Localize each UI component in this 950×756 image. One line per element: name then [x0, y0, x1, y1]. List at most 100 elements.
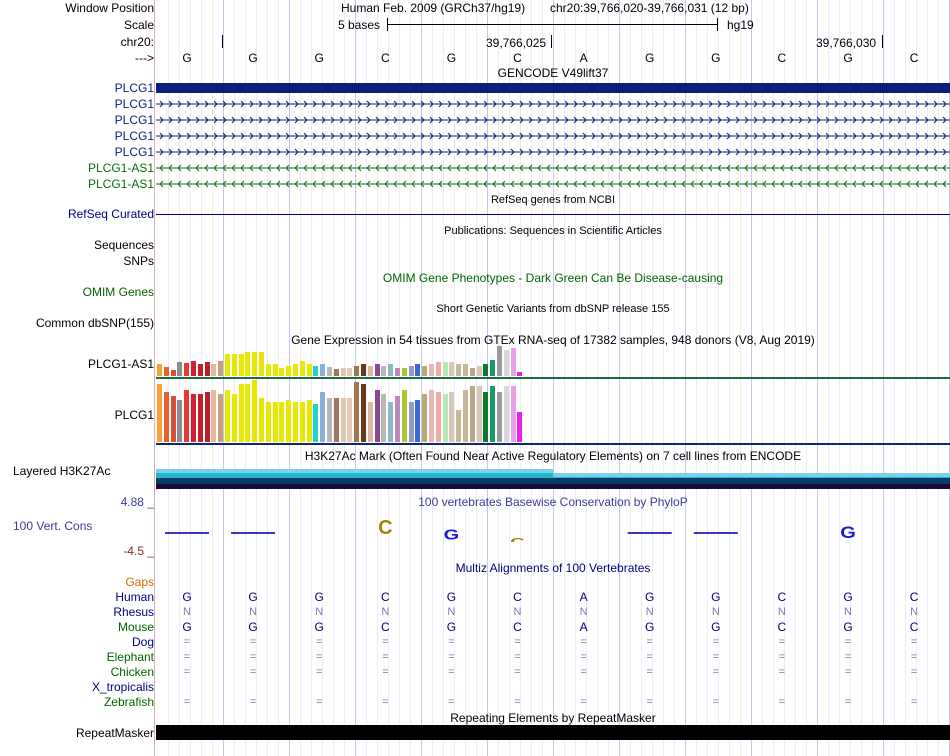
gtex-tissue-bar[interactable] — [347, 368, 353, 376]
repeatmasker-element[interactable] — [156, 725, 950, 740]
gtex-tissue-bar[interactable] — [197, 364, 203, 376]
gtex-tissue-bar[interactable] — [442, 394, 448, 442]
gtex-tissue-bar[interactable] — [286, 366, 292, 376]
multiz-species-label[interactable]: X_tropicalis — [91, 680, 154, 694]
gtex-tissue-bar[interactable] — [340, 398, 346, 442]
gtex-tissue-bar[interactable] — [218, 394, 224, 442]
dbsnp-track-label[interactable]: Common dbSNP(155) — [35, 316, 154, 330]
gtex-tissue-bar[interactable] — [204, 392, 210, 442]
gtex-tissue-bar[interactable] — [259, 352, 264, 376]
gtex-tissue-bar[interactable] — [415, 364, 421, 376]
gtex-tissue-bar[interactable] — [408, 366, 414, 376]
gtex-tissue-bar[interactable] — [327, 398, 332, 442]
gtex-tissue-bar[interactable] — [490, 360, 496, 376]
gtex-tissue-bar[interactable] — [395, 396, 400, 442]
gencode-intron-line[interactable] — [156, 131, 950, 141]
gencode-intron-line[interactable] — [156, 99, 950, 109]
gtex-tissue-bar[interactable] — [361, 364, 366, 376]
gtex-tissue-bar[interactable] — [238, 384, 244, 442]
gtex-tissue-bar[interactable] — [449, 362, 455, 376]
gtex-tissue-bar[interactable] — [422, 366, 428, 376]
gtex-tissue-bar[interactable] — [231, 354, 237, 376]
gtex-tissue-bar[interactable] — [333, 369, 339, 376]
gtex-tissue-bar[interactable] — [408, 402, 414, 442]
gtex-tissue-bar[interactable] — [279, 402, 285, 442]
gtex-tissue-bar[interactable] — [517, 372, 523, 376]
multiz-species-label[interactable]: Dog — [131, 635, 154, 649]
refseq-track-label[interactable]: RefSeq Curated — [67, 207, 154, 221]
repeatmasker-track-label[interactable]: RepeatMasker — [75, 726, 154, 740]
conservation-track-label[interactable]: 100 Vert. Cons — [13, 519, 93, 533]
gtex-tissue-bar[interactable] — [225, 354, 230, 376]
gtex-tissue-bar[interactable] — [429, 364, 434, 376]
gtex-tissue-bar[interactable] — [503, 350, 509, 376]
gtex-tissue-bar[interactable] — [272, 364, 278, 376]
gtex-tissue-bar[interactable] — [401, 390, 407, 442]
gtex-tissue-bar[interactable] — [279, 368, 285, 376]
gtex-tissue-bar[interactable] — [204, 362, 210, 376]
gtex-tissue-bar[interactable] — [286, 400, 292, 442]
gtex-tissue-bar[interactable] — [347, 398, 353, 442]
gtex-tissue-bar[interactable] — [157, 364, 162, 376]
multiz-species-label[interactable]: Mouse — [117, 620, 154, 634]
gtex-tissue-bar[interactable] — [170, 396, 176, 442]
gtex-tissue-bar[interactable] — [265, 402, 271, 442]
gtex-tissue-bar[interactable] — [435, 362, 441, 376]
gtex-tissue-bar[interactable] — [422, 394, 428, 442]
refseq-line[interactable] — [156, 214, 950, 215]
gtex-tissue-bar[interactable] — [184, 390, 190, 442]
gtex-tissue-bar[interactable] — [231, 394, 237, 442]
gtex-tissue-bar[interactable] — [367, 366, 373, 376]
gtex-tissue-bar[interactable] — [163, 367, 169, 376]
gtex-tissue-bar[interactable] — [259, 398, 264, 442]
gtex-tissue-bar[interactable] — [476, 366, 482, 376]
gtex-tissue-bar[interactable] — [510, 386, 516, 442]
gtex-tissue-bar[interactable] — [293, 364, 298, 376]
gtex-tissue-bar[interactable] — [333, 398, 339, 442]
gtex-tissue-bar[interactable] — [306, 400, 312, 442]
gtex-tissue-bar[interactable] — [469, 386, 475, 442]
gtex-gene-label-1[interactable]: PLCG1-AS1 — [87, 357, 154, 371]
gtex-tissue-bar[interactable] — [211, 364, 217, 376]
gtex-tissue-bar[interactable] — [381, 366, 387, 376]
gtex-tissue-bar[interactable] — [483, 364, 489, 376]
gtex-tissue-bar[interactable] — [225, 390, 230, 442]
gencode-gene-label[interactable]: PLCG1 — [114, 81, 154, 95]
gtex-tissue-bar[interactable] — [299, 402, 305, 442]
gtex-tissue-bar[interactable] — [381, 394, 387, 442]
h3k27ac-track-label[interactable]: Layered H3K27Ac — [13, 464, 111, 478]
publications-snps-label[interactable]: SNPs — [123, 254, 154, 268]
multiz-species-label[interactable]: Chicken — [110, 665, 154, 679]
gencode-intron-line[interactable] — [156, 115, 950, 125]
gtex-tissue-bar[interactable] — [442, 362, 448, 376]
gtex-tissue-bar[interactable] — [354, 366, 360, 376]
gtex-tissue-bar[interactable] — [157, 384, 162, 442]
gtex-tissue-bar[interactable] — [415, 400, 421, 442]
gtex-tissue-bar[interactable] — [429, 390, 434, 442]
gtex-tissue-bar[interactable] — [320, 364, 326, 376]
omim-track-label[interactable]: OMIM Genes — [82, 285, 154, 299]
gtex-tissue-bar[interactable] — [170, 370, 176, 376]
gtex-tissue-bar[interactable] — [456, 364, 462, 376]
gtex-tissue-bar[interactable] — [517, 412, 523, 442]
gtex-tissue-bar[interactable] — [184, 363, 190, 376]
gtex-tissue-bar[interactable] — [252, 352, 258, 376]
gtex-tissue-bar[interactable] — [299, 361, 305, 376]
gencode-gene-label[interactable]: PLCG1-AS1 — [87, 161, 154, 175]
gtex-tissue-bar[interactable] — [177, 400, 183, 442]
gtex-tissue-bar[interactable] — [503, 386, 509, 442]
gtex-tissue-bar[interactable] — [191, 394, 196, 442]
gencode-exon-bar[interactable] — [156, 83, 950, 93]
gtex-tissue-bar[interactable] — [354, 382, 360, 442]
gtex-tissue-bar[interactable] — [374, 390, 380, 442]
gencode-gene-label[interactable]: PLCG1-AS1 — [87, 177, 154, 191]
gtex-tissue-bar[interactable] — [497, 346, 502, 376]
gtex-tissue-bar[interactable] — [163, 392, 169, 442]
gaps-label[interactable]: Gaps — [125, 575, 154, 589]
gtex-tissue-bar[interactable] — [197, 394, 203, 442]
gtex-tissue-bar[interactable] — [463, 364, 468, 376]
gtex-tissue-bar[interactable] — [272, 402, 278, 442]
gtex-tissue-bar[interactable] — [340, 368, 346, 376]
gtex-tissue-bar[interactable] — [476, 386, 482, 442]
